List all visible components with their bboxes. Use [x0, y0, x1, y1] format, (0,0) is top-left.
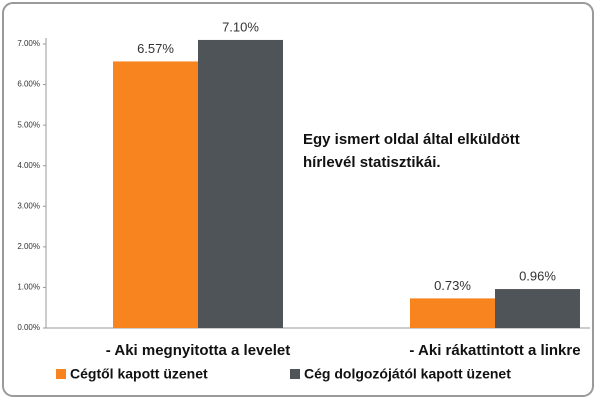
- y-tick-label: 6.00%: [17, 80, 40, 89]
- y-tick-label: 3.00%: [17, 201, 40, 210]
- bar: [495, 289, 580, 328]
- legend-swatch: [290, 369, 300, 379]
- y-tick-label: 4.00%: [17, 161, 40, 170]
- annotation: Egy ismert oldal által elküldött: [303, 131, 520, 148]
- frame: [2, 2, 594, 397]
- bar: [113, 61, 198, 329]
- annotation: hírlevél statisztikái.: [303, 154, 441, 171]
- value-label: 0.96%: [519, 268, 556, 283]
- y-tick-label: 1.00%: [17, 283, 40, 292]
- bar: [198, 39, 283, 328]
- value-label: 0.73%: [434, 278, 471, 293]
- y-tick-label: 5.00%: [17, 120, 40, 129]
- value-label: 6.57%: [137, 41, 174, 56]
- legend-label: Cégtől kapott üzenet: [70, 366, 208, 382]
- bar: [410, 298, 495, 328]
- x-tick-label: - Aki megnyitotta a levelet: [106, 342, 291, 359]
- y-tick-label: 2.00%: [17, 242, 40, 251]
- value-label: 7.10%: [222, 19, 259, 34]
- legend-swatch: [56, 369, 66, 379]
- legend-label: Cég dolgozójától kapott üzenet: [304, 366, 511, 382]
- y-tick-label: 7.00%: [17, 39, 40, 48]
- x-tick-label: - Aki rákattintott a linkre: [409, 342, 580, 359]
- y-tick-label: 0.00%: [17, 323, 40, 332]
